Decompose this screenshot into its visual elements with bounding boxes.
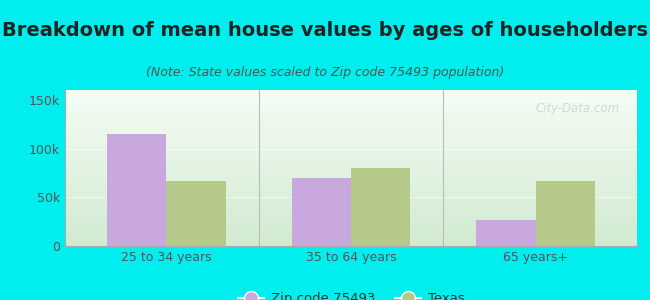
Text: (Note: State values scaled to Zip code 75493 population): (Note: State values scaled to Zip code 7… <box>146 66 504 79</box>
Text: Breakdown of mean house values by ages of householders: Breakdown of mean house values by ages o… <box>2 21 648 40</box>
Text: City-Data.com: City-Data.com <box>536 103 620 116</box>
Bar <box>292 178 351 246</box>
Bar <box>166 181 226 246</box>
Bar <box>476 220 536 246</box>
Bar <box>351 168 410 246</box>
Bar <box>536 181 595 246</box>
Bar <box>107 134 166 246</box>
Legend: Zip code 75493, Texas: Zip code 75493, Texas <box>232 287 470 300</box>
